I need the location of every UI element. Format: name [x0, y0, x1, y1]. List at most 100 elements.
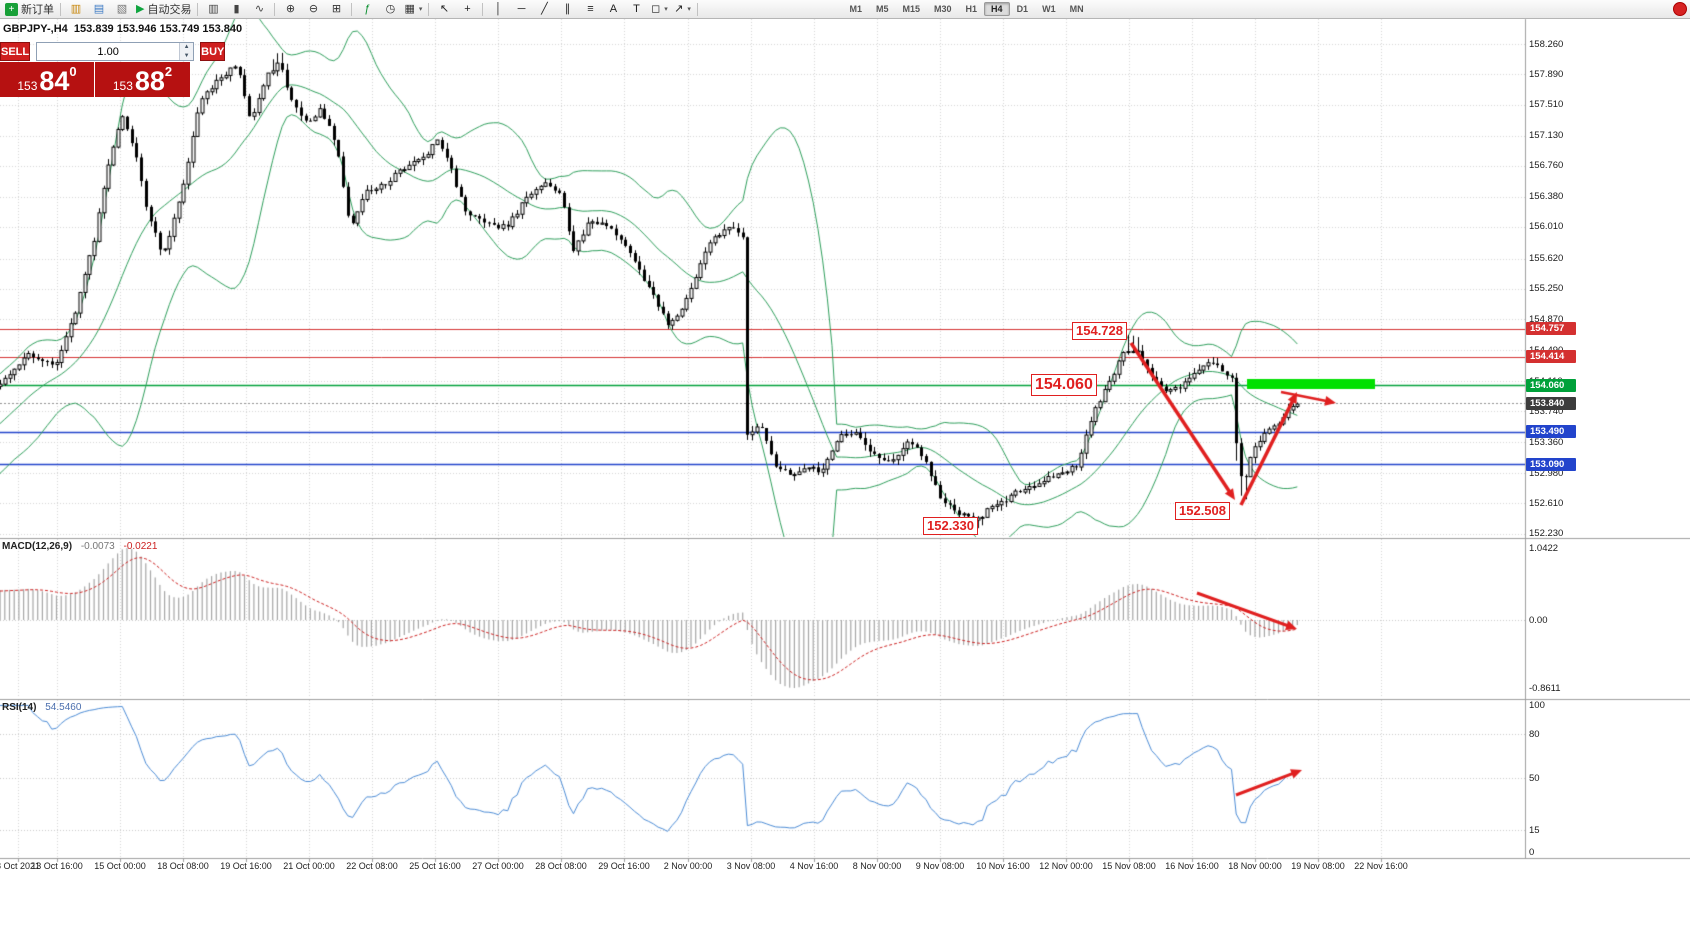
new-order-button[interactable]: + 新订单: [3, 1, 56, 17]
trendline-icon: ╱: [541, 2, 548, 15]
horizontal-line-button[interactable]: ─: [510, 1, 532, 17]
chart-candlesticks-icon: ▮: [233, 2, 240, 15]
indicators-icon: ƒ: [364, 2, 371, 15]
toolbar-separator: [697, 2, 699, 16]
annotation-label: 154.060: [1031, 374, 1097, 396]
timeframe-m30-button[interactable]: M30: [934, 4, 952, 14]
timeframe-m1-button[interactable]: M1: [849, 4, 862, 14]
ask-price-main: 88: [134, 66, 165, 97]
time-axis-label: 25 Oct 16:00: [409, 861, 461, 871]
tile-windows-button[interactable]: ⊞: [325, 1, 347, 17]
tile-windows-icon: ⊞: [331, 2, 342, 15]
volume-input[interactable]: [37, 43, 180, 60]
data-window-icon: ▤: [93, 2, 105, 15]
trendline-button[interactable]: ╱: [533, 1, 555, 17]
chart-bars-icon: ▥: [208, 2, 219, 15]
price-axis-badge: 153.840: [1526, 396, 1576, 410]
templates-button[interactable]: ▦ ▾: [402, 1, 424, 17]
zoom-out-button[interactable]: ⊖: [302, 1, 324, 17]
chart-symbol-info: GBPJPY-,H4 153.839 153.946 153.749 153.8…: [3, 23, 243, 35]
data-window-button[interactable]: ▤: [88, 1, 110, 17]
fibonacci-button[interactable]: ≡: [579, 1, 601, 17]
zoom-in-button[interactable]: ⊕: [279, 1, 301, 17]
autotrade-icon: ▶: [136, 2, 145, 15]
price-axis-label: 156.380: [1529, 191, 1564, 203]
timeframe-h4-button[interactable]: H4: [984, 2, 1010, 16]
sell-button[interactable]: SELL: [0, 42, 31, 61]
time-axis-label: 2 Nov 00:00: [663, 861, 713, 871]
navigator-button[interactable]: ▧: [111, 1, 133, 17]
time-axis-label: 28 Oct 08:00: [535, 861, 587, 871]
time-axis-label: 19 Nov 08:00: [1291, 861, 1345, 871]
text-button[interactable]: A: [602, 1, 624, 17]
market-watch-icon: ▥: [70, 2, 82, 15]
price-axis-label: 152.610: [1529, 497, 1564, 509]
text-label-button[interactable]: T: [625, 1, 647, 17]
autotrade-button[interactable]: ▶ 自动交易: [134, 1, 193, 17]
timeframe-h1-button[interactable]: H1: [965, 4, 978, 14]
timeframe-m15-button[interactable]: M15: [902, 4, 921, 14]
time-axis-label: 15 Oct 00:00: [94, 861, 146, 871]
crosshair-button[interactable]: +: [456, 1, 478, 17]
mt4-logo-icon[interactable]: [1673, 2, 1687, 16]
ask-price-display[interactable]: 153 88 2: [95, 62, 190, 97]
toolbar-buttons: + 新订单 ▥ ▤ ▧ ▶ 自动交易 ▥ ▮ ∿ ⊕ ⊖ ⊞ ƒ ◷ ▦ ▾ ↖ + │ ─ ╱ ∥ ≡ A T ◻ ▾ ↗ ▾: [3, 1, 701, 17]
macd-signal-value: -0.0221: [123, 541, 158, 552]
arrows-button[interactable]: ↗ ▾: [671, 1, 693, 17]
chart-candlesticks-button[interactable]: ▮: [225, 1, 247, 17]
timeframe-m5-button[interactable]: M5: [875, 4, 889, 14]
timeframe-w1-button[interactable]: W1: [1042, 4, 1056, 14]
zoom-in-icon: ⊕: [285, 2, 296, 15]
macd-indicator-label: MACD(12,26,9) -0.0073 -0.0221: [2, 541, 157, 552]
price-axis-label: 153.740: [1529, 405, 1564, 417]
buy-button[interactable]: BUY: [200, 42, 226, 61]
volume-up-button[interactable]: ▲: [180, 43, 194, 52]
market-watch-button[interactable]: ▥: [65, 1, 87, 17]
text-icon: A: [609, 2, 618, 15]
periods-button[interactable]: ◷: [379, 1, 401, 17]
cursor-button[interactable]: ↖: [433, 1, 455, 17]
main-toolbar: + 新订单 ▥ ▤ ▧ ▶ 自动交易 ▥ ▮ ∿ ⊕ ⊖ ⊞ ƒ ◷ ▦ ▾ ↖ + │ ─ ╱ ∥ ≡ A T ◻ ▾ ↗ ▾ M1 M5…: [0, 0, 1690, 19]
chart-canvas[interactable]: [0, 0, 1690, 880]
rsi-name: RSI(14): [2, 702, 37, 713]
price-axis-label: 156.760: [1529, 160, 1564, 172]
timeframe-mn-button[interactable]: MN: [1069, 4, 1084, 14]
toolbar-separator: [428, 2, 430, 16]
time-axis-label: 4 Nov 16:00: [789, 861, 839, 871]
bid-price-display[interactable]: 153 84 0: [0, 62, 94, 97]
annotation-label: 152.330: [923, 517, 978, 536]
timeframe-bar: M1 M5 M15 M30 H1 H4 D1 W1 MN: [842, 2, 1090, 16]
time-axis-label: 15 Nov 08:00: [1102, 861, 1156, 871]
price-axis-label: 157.510: [1529, 99, 1564, 111]
crosshair-icon: +: [464, 2, 471, 15]
price-axis-badge: 153.490: [1526, 425, 1576, 439]
price-axis-label: 152.980: [1529, 467, 1564, 479]
time-axis-label: 29 Oct 16:00: [598, 861, 650, 871]
indicators-button[interactable]: ƒ: [356, 1, 378, 17]
macd-main-value: -0.0073: [80, 541, 115, 552]
price-axis-badge: 154.757: [1526, 322, 1576, 336]
vertical-line-button[interactable]: │: [487, 1, 509, 17]
macd-axis-label: 0.00: [1529, 614, 1548, 626]
toolbar-separator: [482, 2, 484, 16]
toolbar-separator: [197, 2, 199, 16]
volume-down-button[interactable]: ▼: [180, 51, 194, 60]
vertical-line-icon: │: [495, 2, 502, 15]
navigator-icon: ▧: [116, 2, 128, 15]
time-axis-label: 18 Nov 00:00: [1228, 861, 1282, 871]
time-axis-label: 8 Nov 00:00: [852, 861, 902, 871]
rsi-axis-label: 50: [1529, 772, 1540, 784]
time-axis-label: 22 Oct 08:00: [346, 861, 398, 871]
timeframe-d1-button[interactable]: D1: [1016, 4, 1029, 14]
equidistant-channel-button[interactable]: ∥: [556, 1, 578, 17]
shapes-button[interactable]: ◻ ▾: [648, 1, 670, 17]
time-axis-label: 21 Oct 00:00: [283, 861, 335, 871]
chart-line-icon: ∿: [254, 2, 265, 15]
chevron-down-icon: ▾: [418, 6, 423, 13]
chart-bars-button[interactable]: ▥: [202, 1, 224, 17]
time-axis-label: 8 Oct 2021: [0, 861, 41, 871]
chart-line-button[interactable]: ∿: [248, 1, 270, 17]
chevron-down-icon: ▾: [687, 6, 691, 13]
zoom-out-icon: ⊖: [308, 2, 319, 15]
time-axis-label: 27 Oct 00:00: [472, 861, 524, 871]
